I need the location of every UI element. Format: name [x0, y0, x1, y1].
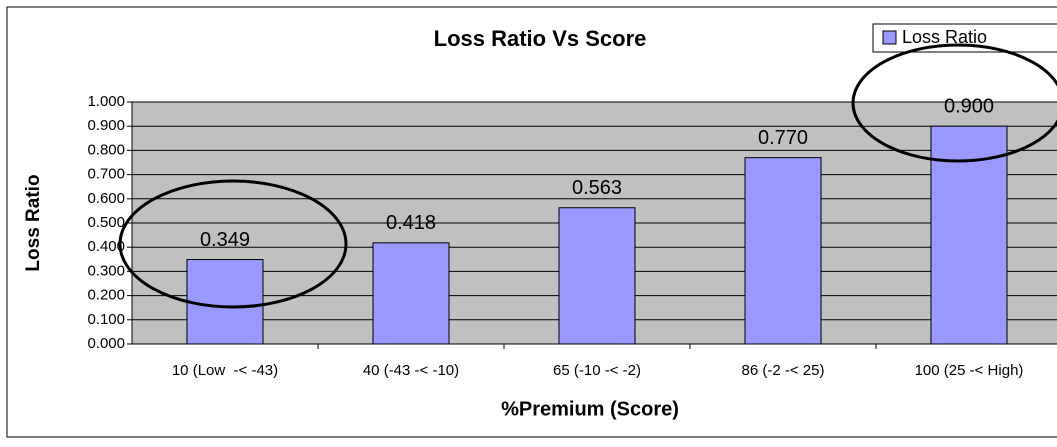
annotation-ellipse — [851, 43, 1057, 163]
bar — [744, 157, 822, 345]
x-tick-label: 40 (-43 -< -10) — [363, 362, 459, 379]
y-axis-label: Loss Ratio — [23, 174, 44, 271]
marks: 0.000 0.100 0.200 0.300 0.400 0.500 0.600 0.700… — [87, 93, 1057, 379]
y-tick-label: 0.500 — [87, 214, 125, 231]
annotation-ellipse — [118, 179, 348, 309]
bar — [186, 259, 264, 345]
y-tick-label: 0.200 — [87, 287, 125, 304]
y-tick-label: 0.300 — [87, 262, 125, 279]
data-label: 0.770 — [758, 127, 808, 149]
x-axis-label: %Premium (Score) — [501, 398, 679, 420]
bar — [372, 242, 450, 345]
y-tick-label: 0.000 — [87, 335, 125, 352]
x-tick-label: 10 (Low -< -43) — [172, 362, 278, 379]
y-tick-label: 0.400 — [87, 238, 125, 255]
y-tick-label: 0.700 — [87, 166, 125, 183]
data-label: 0.418 — [386, 212, 436, 234]
x-tick-label: 100 (25 -< High) — [915, 362, 1024, 379]
y-tick-label: 0.100 — [87, 311, 125, 328]
legend-swatch — [882, 30, 897, 45]
data-label: 0.563 — [572, 177, 622, 199]
legend-label: Loss Ratio — [902, 27, 987, 47]
data-label: 0.900 — [944, 95, 994, 117]
data-label: 0.349 — [200, 229, 250, 251]
y-tick-label: 0.600 — [87, 190, 125, 207]
legend-box — [872, 23, 1057, 53]
chart-title: Loss Ratio Vs Score — [434, 26, 647, 51]
x-tick-label: 86 (-2 -< 25) — [742, 362, 825, 379]
x-tick-label: 65 (-10 -< -2) — [553, 362, 641, 379]
y-tick-label: 0.800 — [87, 141, 125, 158]
bar — [930, 125, 1008, 345]
y-tick-label: 1.000 — [87, 93, 125, 110]
y-tick-label: 0.900 — [87, 117, 125, 134]
bar — [558, 207, 636, 345]
